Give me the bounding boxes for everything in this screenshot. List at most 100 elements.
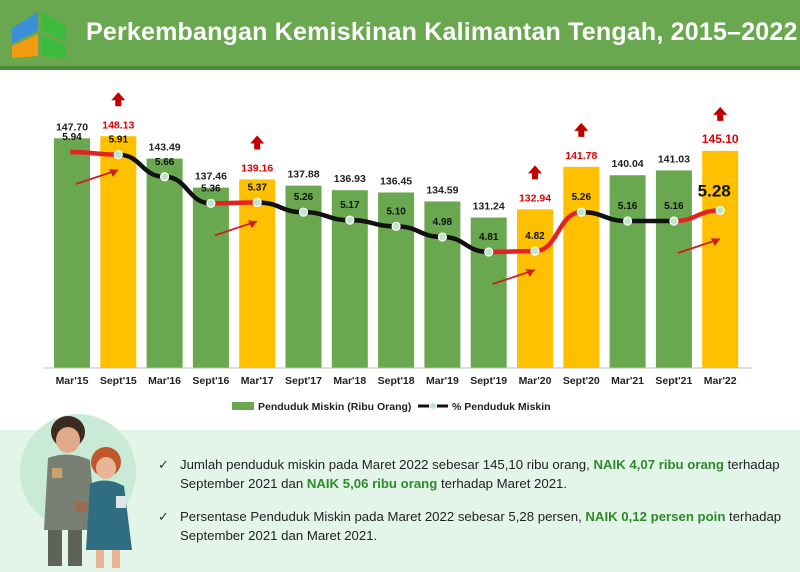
bar-value-label-9: 134.59 bbox=[426, 184, 458, 196]
line-segment-7 bbox=[347, 217, 399, 229]
line-segment-11 bbox=[532, 209, 584, 254]
bar-value-label-3: 143.49 bbox=[149, 142, 181, 154]
legend-line-marker bbox=[429, 402, 437, 410]
up-arrow-icon bbox=[250, 135, 265, 150]
line-value-label-5: 5.37 bbox=[247, 182, 267, 193]
bullet-1-text-a: Jumlah penduduk miskin pada Maret 2022 s… bbox=[180, 457, 594, 472]
x-tick-label-7: Mar'18 bbox=[333, 375, 366, 387]
line-point-14 bbox=[669, 216, 679, 226]
summary-bullets: ✓ Jumlah penduduk miskin pada Maret 2022… bbox=[158, 455, 786, 559]
summary-panel: ✓ Jumlah penduduk miskin pada Maret 2022… bbox=[0, 410, 800, 572]
line-value-label-13: 5.16 bbox=[618, 201, 638, 212]
bar-value-label-15: 145.10 bbox=[702, 132, 739, 146]
check-icon: ✓ bbox=[158, 457, 169, 472]
x-tick-label-1: Mar'15 bbox=[56, 375, 89, 387]
bar-value-label-4: 137.46 bbox=[195, 171, 227, 183]
line-value-label-8: 5.10 bbox=[386, 206, 406, 217]
x-tick-label-12: Sept'20 bbox=[563, 375, 600, 387]
bar-value-label-14: 141.03 bbox=[658, 153, 690, 165]
line-segment-3 bbox=[162, 174, 214, 206]
header-bar: Perkembangan Kemiskinan Kalimantan Tenga… bbox=[0, 0, 800, 70]
bar-value-label-8: 136.45 bbox=[380, 176, 412, 188]
line-point-5 bbox=[252, 197, 262, 208]
bar-8 bbox=[378, 192, 415, 368]
summary-background bbox=[0, 430, 800, 572]
page-title: Perkembangan Kemiskinan Kalimantan Tenga… bbox=[86, 18, 798, 46]
line-segment-4 bbox=[208, 200, 260, 206]
line-value-label-12: 5.26 bbox=[572, 192, 592, 203]
legend-label-line: % Penduduk Miskin bbox=[452, 401, 551, 412]
line-segment-2 bbox=[116, 152, 167, 180]
trend-arrowhead-icon bbox=[525, 269, 535, 277]
bar-11 bbox=[517, 209, 553, 368]
line-point-8 bbox=[391, 221, 401, 231]
bar-1 bbox=[54, 138, 90, 368]
trend-arrowhead-icon bbox=[109, 169, 118, 177]
x-tick-label-3: Mar'16 bbox=[148, 375, 181, 387]
x-tick-label-6: Sept'17 bbox=[285, 375, 322, 387]
bar-value-label-5: 139.16 bbox=[241, 162, 273, 174]
line-value-label-14: 5.16 bbox=[664, 201, 684, 212]
line-point-11 bbox=[530, 246, 540, 256]
bar-5 bbox=[239, 179, 276, 368]
line-value-label-15: 5.28 bbox=[698, 181, 731, 200]
line-point-12 bbox=[576, 207, 586, 217]
bullet-1-highlight-a: NAIK 4,07 ribu orang bbox=[593, 457, 724, 472]
bar-9 bbox=[424, 201, 461, 368]
legend-bar-swatch bbox=[232, 402, 254, 410]
line-value-label-6: 5.26 bbox=[294, 192, 314, 203]
line-value-label-9: 4.98 bbox=[433, 217, 453, 228]
bar-value-label-6: 137.88 bbox=[287, 169, 319, 181]
up-arrow-icon bbox=[713, 106, 728, 121]
bar-14 bbox=[655, 170, 692, 368]
line-point-4 bbox=[206, 198, 216, 208]
line-value-label-7: 5.17 bbox=[340, 200, 360, 211]
bar-value-label-10: 131.24 bbox=[473, 201, 505, 213]
line-point-13 bbox=[622, 216, 633, 226]
line-segment-1 bbox=[69, 149, 121, 157]
line-value-label-2: 5.91 bbox=[109, 135, 129, 146]
check-icon: ✓ bbox=[158, 509, 169, 524]
line-point-9 bbox=[437, 232, 447, 242]
bullet-1-highlight-b: NAIK 5,06 ribu orang bbox=[306, 476, 438, 491]
x-tick-label-13: Mar'21 bbox=[611, 375, 644, 387]
header-divider bbox=[0, 66, 800, 70]
line-segment-10 bbox=[486, 248, 538, 255]
line-value-label-1: 5.94 bbox=[62, 132, 82, 143]
bar-value-label-7: 136.93 bbox=[334, 173, 366, 185]
bar-value-label-1: 147.70 bbox=[56, 121, 88, 133]
up-arrow-icon bbox=[528, 165, 542, 180]
x-tick-label-2: Sept'15 bbox=[100, 375, 137, 387]
bullet-2-text-b: terhadap September 2021 dan Maret 2021. bbox=[180, 509, 782, 543]
line-point-3 bbox=[160, 172, 170, 182]
bar-10 bbox=[470, 217, 507, 368]
bullet-2-text-a: Persentase Penduduk Miskin pada Maret 20… bbox=[180, 509, 586, 524]
trend-arrowhead-icon bbox=[710, 238, 720, 247]
line-point-15 bbox=[715, 205, 725, 216]
x-tick-label-5: Mar'17 bbox=[241, 375, 274, 387]
trend-arrowhead-icon bbox=[247, 220, 257, 229]
bar-value-label-2: 148.13 bbox=[102, 119, 134, 131]
summary-bullet-2: ✓ Persentase Penduduk Miskin pada Maret … bbox=[158, 507, 786, 545]
x-tick-label-10: Sept'19 bbox=[470, 375, 507, 387]
line-value-label-3: 5.66 bbox=[155, 157, 175, 168]
bar-15 bbox=[702, 150, 739, 368]
bar-value-label-13: 140.04 bbox=[612, 158, 644, 170]
line-point-2 bbox=[113, 150, 123, 160]
bps-logo-icon bbox=[12, 12, 66, 58]
line-value-label-11: 4.82 bbox=[525, 231, 545, 242]
line-segment-8 bbox=[393, 224, 445, 240]
bar-value-label-11: 132.94 bbox=[519, 192, 551, 204]
bar-13 bbox=[609, 175, 646, 368]
up-arrow-icon bbox=[574, 122, 589, 137]
line-value-label-4: 5.36 bbox=[201, 183, 221, 194]
bullet-1-text-c: terhadap Maret 2021. bbox=[437, 476, 568, 491]
bullet-1-text-b: terhadap September 2021 dan bbox=[180, 457, 780, 491]
bullet-2-highlight-a: NAIK 0,12 persen poin bbox=[585, 509, 726, 524]
line-segment-9 bbox=[440, 234, 491, 255]
line-point-10 bbox=[484, 247, 494, 257]
x-tick-label-4: Sept'16 bbox=[192, 375, 229, 387]
bar-4 bbox=[192, 187, 229, 368]
up-arrow-icon bbox=[111, 92, 126, 107]
bar-12 bbox=[563, 166, 600, 368]
